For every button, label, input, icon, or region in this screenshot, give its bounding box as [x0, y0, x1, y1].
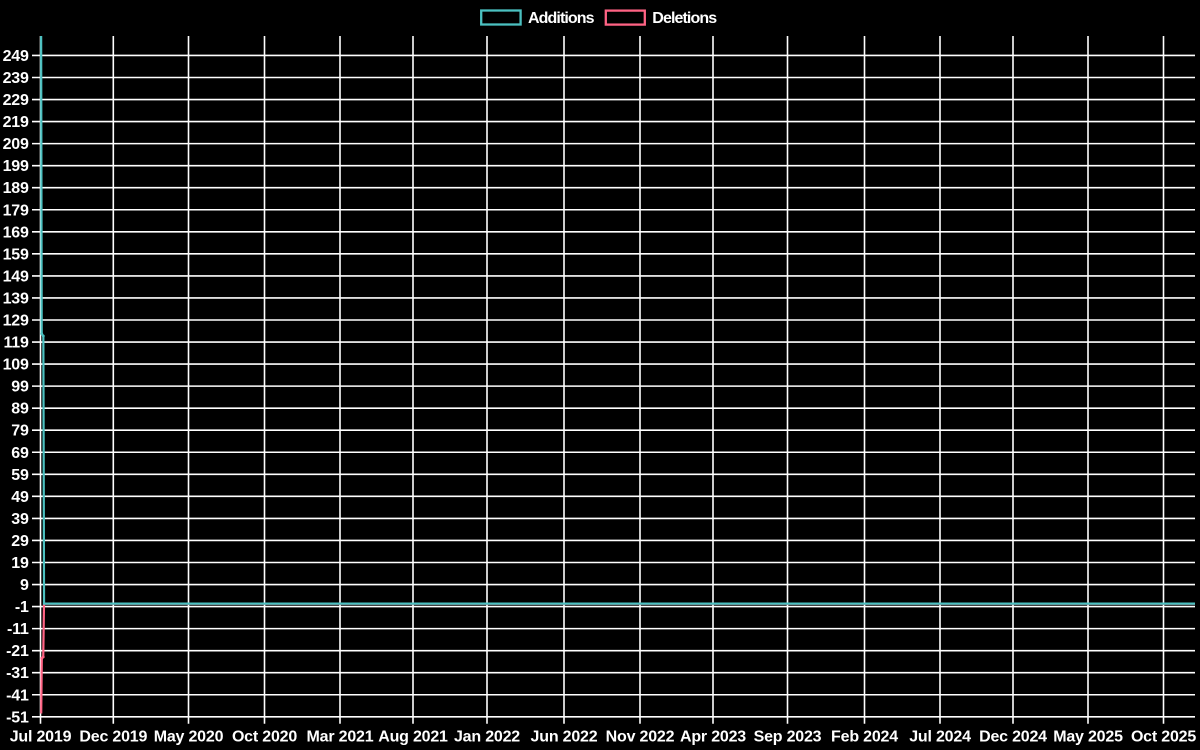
svg-text:249: 249 — [3, 48, 29, 65]
svg-text:69: 69 — [11, 445, 29, 462]
svg-text:139: 139 — [3, 290, 29, 307]
svg-text:209: 209 — [3, 136, 29, 153]
svg-text:99: 99 — [11, 379, 29, 396]
svg-text:Oct 2025: Oct 2025 — [1131, 729, 1196, 746]
svg-text:129: 129 — [3, 312, 29, 329]
svg-text:Dec 2019: Dec 2019 — [79, 729, 147, 746]
svg-text:Apr 2023: Apr 2023 — [680, 729, 746, 746]
svg-text:109: 109 — [3, 357, 29, 374]
svg-text:9: 9 — [20, 577, 29, 594]
svg-text:Feb 2024: Feb 2024 — [831, 729, 898, 746]
svg-text:229: 229 — [3, 92, 29, 109]
svg-text:79: 79 — [11, 423, 29, 440]
svg-text:-1: -1 — [15, 599, 29, 616]
svg-text:119: 119 — [3, 335, 29, 352]
svg-text:159: 159 — [3, 246, 29, 263]
svg-text:Oct 2020: Oct 2020 — [232, 729, 297, 746]
svg-text:Deletions: Deletions — [652, 10, 717, 27]
svg-text:Jun 2022: Jun 2022 — [531, 729, 598, 746]
svg-text:Additions: Additions — [528, 10, 595, 27]
svg-text:199: 199 — [3, 158, 29, 175]
svg-text:239: 239 — [3, 70, 29, 87]
svg-text:39: 39 — [11, 511, 29, 528]
svg-text:Mar 2021: Mar 2021 — [307, 729, 374, 746]
svg-text:-41: -41 — [6, 687, 29, 704]
svg-text:49: 49 — [11, 489, 29, 506]
svg-text:-11: -11 — [7, 621, 29, 638]
svg-text:May 2020: May 2020 — [154, 729, 224, 746]
svg-text:59: 59 — [11, 467, 29, 484]
svg-text:189: 189 — [3, 180, 29, 197]
svg-text:169: 169 — [3, 224, 29, 241]
svg-text:Jan 2022: Jan 2022 — [454, 729, 520, 746]
svg-text:Dec 2024: Dec 2024 — [979, 729, 1047, 746]
svg-text:Aug 2021: Aug 2021 — [378, 729, 448, 746]
svg-text:29: 29 — [11, 533, 29, 550]
svg-text:-31: -31 — [6, 665, 29, 682]
svg-text:Sep 2023: Sep 2023 — [754, 729, 822, 746]
svg-text:Jul 2024: Jul 2024 — [909, 729, 971, 746]
svg-text:19: 19 — [11, 555, 29, 572]
svg-text:-51: -51 — [6, 709, 29, 726]
svg-text:89: 89 — [11, 401, 29, 418]
svg-text:219: 219 — [3, 114, 29, 131]
svg-text:Nov 2022: Nov 2022 — [606, 729, 675, 746]
svg-text:149: 149 — [3, 268, 29, 285]
svg-text:179: 179 — [3, 202, 29, 219]
svg-text:-21: -21 — [6, 643, 29, 660]
svg-text:Jul 2019: Jul 2019 — [10, 729, 72, 746]
svg-text:May 2025: May 2025 — [1053, 729, 1123, 746]
